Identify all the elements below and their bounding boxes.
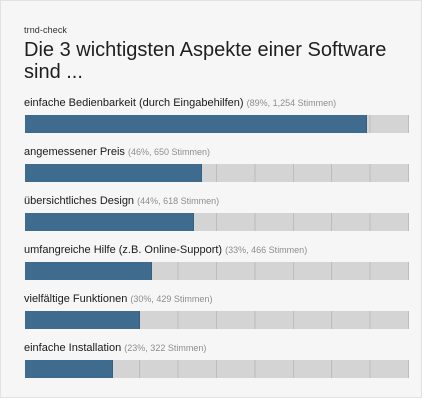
option-label: vielfältige Funktionen: [24, 293, 128, 305]
option-label: übersichtliches Design: [24, 195, 135, 207]
result-bar-fill: [25, 213, 194, 231]
result-bar-track: [25, 311, 409, 329]
poll-widget: trnd-check Die 3 wichtigsten Aspekte ein…: [0, 0, 422, 398]
result-bar-fill: [25, 360, 114, 378]
option-label: einfache Bedienbarkeit (durch Eingabehil…: [24, 97, 244, 109]
option-label: angemessener Preis: [24, 146, 125, 158]
result-bar-track: [25, 360, 409, 378]
brand-label: trnd-check: [24, 25, 68, 35]
result-bar-fill: [25, 311, 141, 329]
result-bar-track: [25, 164, 409, 182]
option-stats: (89%, 1,254 Stimmen): [246, 98, 337, 108]
result-bar-fill: [25, 262, 152, 280]
option-label: umfangreiche Hilfe (z.B. Online-Support): [24, 244, 223, 256]
option-stats: (23%, 322 Stimmen): [124, 343, 207, 353]
option-label: einfache Installation: [24, 342, 122, 354]
poll-title: Die 3 wichtigsten Aspekte einer Software…: [24, 39, 387, 83]
result-bar-track: [25, 115, 409, 133]
option-stats: (46%, 650 Stimmen): [127, 147, 210, 157]
result-bar-fill: [25, 164, 202, 182]
result-bar-track: [25, 213, 409, 231]
option-stats: (33%, 466 Stimmen): [225, 245, 308, 255]
result-bar-fill: [25, 115, 367, 133]
result-bar-track: [25, 262, 409, 280]
option-stats: (30%, 429 Stimmen): [130, 294, 213, 304]
option-stats: (44%, 618 Stimmen): [137, 196, 220, 206]
